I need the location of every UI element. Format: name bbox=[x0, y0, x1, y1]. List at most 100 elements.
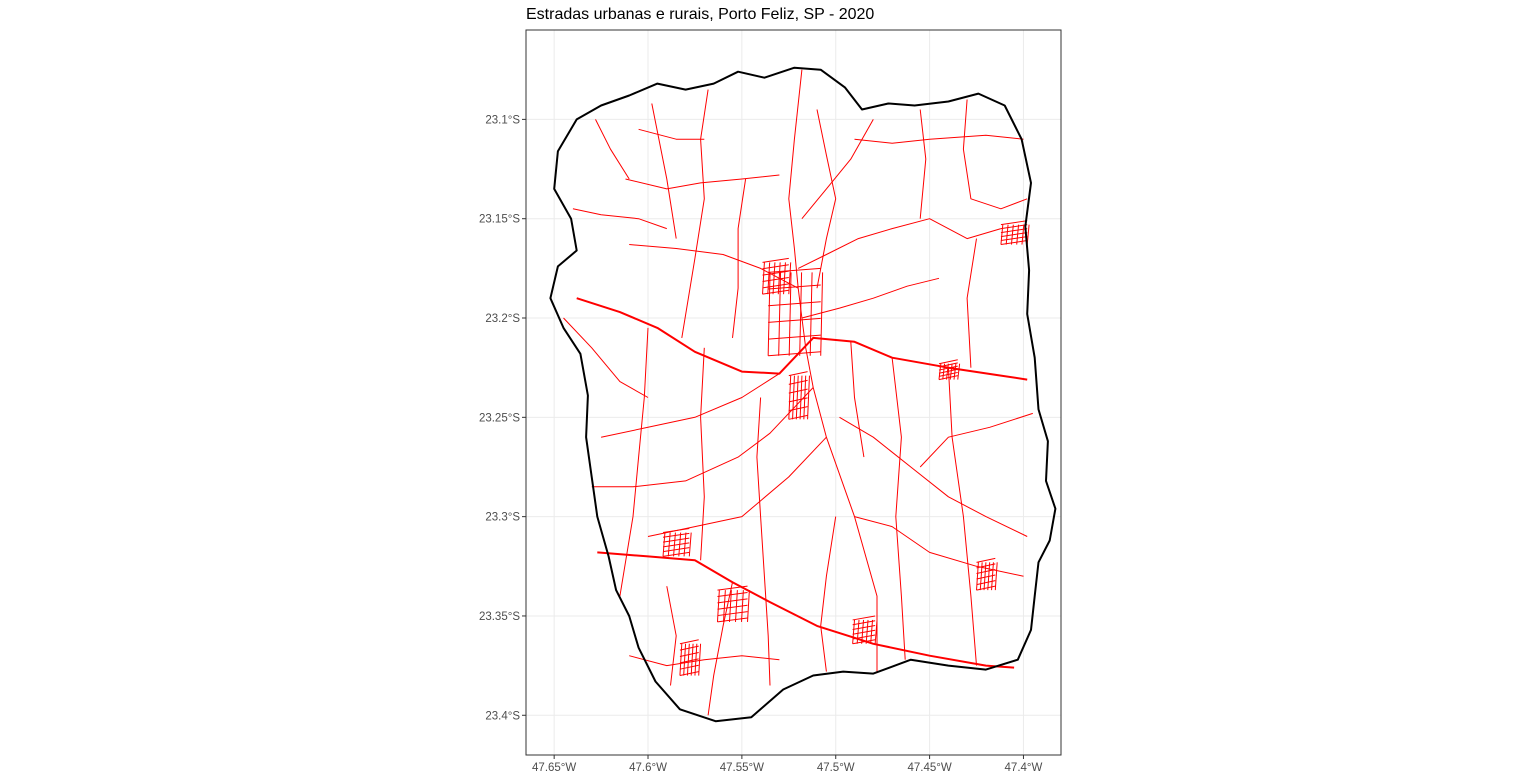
urban-street bbox=[870, 619, 874, 644]
urban-street bbox=[1010, 224, 1014, 245]
urban-street bbox=[938, 359, 958, 365]
y-tick-label: 23.2°S bbox=[485, 313, 520, 325]
urban-street bbox=[777, 262, 781, 295]
urban-street bbox=[938, 362, 958, 368]
urban-area bbox=[788, 371, 810, 420]
urban-street bbox=[698, 643, 702, 676]
road-line bbox=[638, 128, 705, 140]
urban-street bbox=[807, 375, 810, 420]
urban-street bbox=[772, 262, 776, 295]
urban-area bbox=[976, 557, 998, 591]
urban-street bbox=[788, 375, 792, 420]
urban-street bbox=[734, 590, 738, 622]
road-line bbox=[563, 317, 649, 398]
urban-area bbox=[767, 267, 824, 357]
x-tick-label: 47.65°W bbox=[532, 762, 576, 774]
urban-street bbox=[717, 592, 748, 597]
urban-street bbox=[994, 562, 998, 591]
urban-street bbox=[865, 619, 869, 644]
urban-street bbox=[686, 643, 690, 676]
road-line bbox=[854, 134, 1024, 144]
road-line bbox=[629, 244, 799, 289]
urban-street bbox=[1016, 224, 1020, 245]
road-line bbox=[597, 551, 1015, 669]
urban-street bbox=[768, 317, 821, 323]
urban-street bbox=[679, 645, 699, 651]
x-tick-label: 47.5°W bbox=[817, 762, 855, 774]
road-line bbox=[962, 99, 1028, 210]
urban-street bbox=[1000, 224, 1028, 230]
road-line bbox=[839, 416, 1028, 537]
road-line bbox=[966, 238, 977, 368]
urban-area bbox=[679, 639, 702, 677]
x-tick-label: 47.6°W bbox=[629, 762, 667, 774]
urban-area bbox=[938, 359, 961, 381]
road-line bbox=[801, 119, 874, 220]
road-line bbox=[595, 119, 630, 180]
urban-street bbox=[662, 551, 690, 557]
urban-street bbox=[852, 620, 876, 626]
urban-street bbox=[953, 363, 957, 380]
urban-layer bbox=[662, 220, 1030, 677]
urban-area bbox=[762, 257, 792, 295]
urban-street bbox=[983, 562, 987, 591]
urban-street bbox=[788, 388, 808, 394]
urban-street bbox=[852, 615, 876, 621]
road-line bbox=[797, 218, 1002, 269]
road-line bbox=[666, 586, 677, 686]
road-line bbox=[629, 655, 780, 667]
road-line bbox=[600, 373, 780, 438]
urban-street bbox=[747, 590, 750, 622]
urban-street bbox=[783, 262, 786, 295]
panel-border bbox=[525, 29, 1062, 756]
y-tick-label: 23.1°S bbox=[485, 114, 520, 126]
urban-street bbox=[976, 568, 996, 574]
road-line bbox=[625, 174, 780, 190]
y-tick-label: 23.25°S bbox=[479, 412, 520, 424]
urban-street bbox=[768, 351, 821, 357]
x-tick-label: 47.45°W bbox=[907, 762, 951, 774]
urban-street bbox=[690, 643, 694, 676]
urban-street bbox=[762, 262, 765, 295]
road-line bbox=[947, 367, 977, 666]
urban-street bbox=[688, 532, 692, 557]
urban-street bbox=[673, 532, 676, 557]
urban-street bbox=[938, 368, 958, 374]
urban-street bbox=[662, 532, 690, 538]
road-line bbox=[700, 347, 705, 561]
axis-layer: 47.65°W 47.6°W 47.55°W 47.5°W 47.45°W 47.4°W 2… bbox=[479, 114, 1043, 774]
road-line bbox=[619, 327, 649, 597]
urban-street bbox=[820, 272, 824, 356]
urban-street bbox=[679, 639, 699, 645]
urban-street bbox=[957, 363, 961, 380]
urban-street bbox=[799, 375, 803, 420]
urban-street bbox=[678, 532, 682, 557]
urban-street bbox=[762, 289, 789, 295]
urban-street bbox=[662, 537, 690, 543]
urban-street bbox=[717, 617, 748, 623]
urban-street bbox=[1021, 224, 1025, 245]
urban-street bbox=[803, 375, 807, 420]
urban-street bbox=[768, 334, 821, 340]
urban-street bbox=[861, 619, 865, 644]
road-line bbox=[816, 109, 837, 289]
urban-street bbox=[679, 643, 683, 676]
y-tick-label: 23.4°S bbox=[485, 710, 520, 722]
urban-street bbox=[716, 590, 720, 622]
road-line bbox=[572, 208, 667, 230]
road-line bbox=[801, 277, 940, 319]
urban-street bbox=[717, 585, 748, 591]
road-line bbox=[850, 341, 865, 458]
road-line bbox=[681, 89, 709, 338]
road-line bbox=[854, 516, 1024, 577]
x-tick-label: 47.4°W bbox=[1005, 762, 1043, 774]
urban-street bbox=[788, 371, 808, 377]
urban-street bbox=[778, 272, 782, 356]
urban-street bbox=[852, 625, 876, 630]
road-line bbox=[891, 357, 906, 660]
urban-street bbox=[768, 267, 821, 273]
urban-street bbox=[788, 262, 792, 295]
y-tick-label: 23.35°S bbox=[479, 611, 520, 623]
road-layer bbox=[563, 69, 1033, 716]
urban-street bbox=[942, 363, 946, 380]
